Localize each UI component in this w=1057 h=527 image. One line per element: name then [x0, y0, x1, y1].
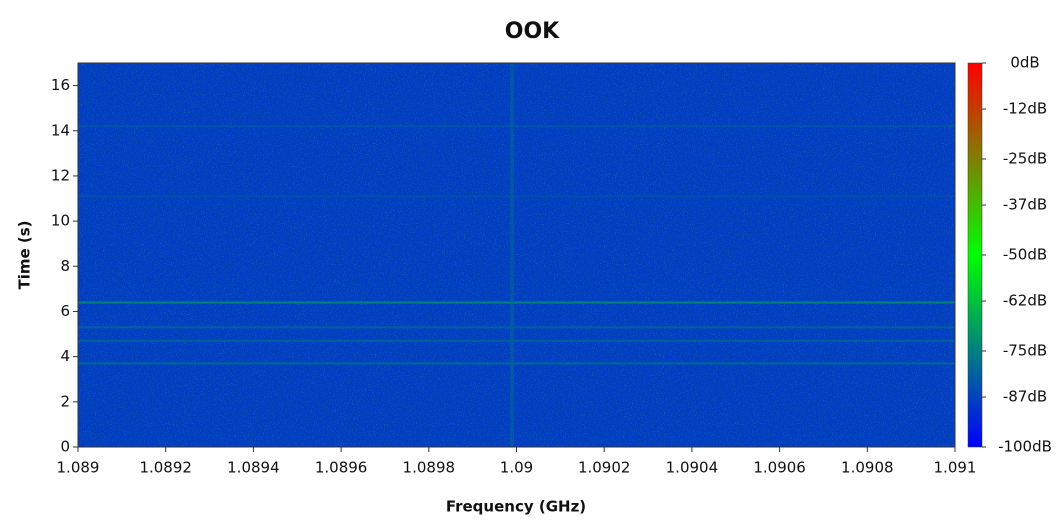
- signal-streak: [78, 195, 955, 197]
- colorbar: [968, 63, 982, 447]
- colorbar-tick-label: 0dB: [1010, 54, 1039, 72]
- signal-streak: [78, 301, 955, 303]
- y-tick-label: 2: [60, 392, 70, 410]
- x-tick-label: 1.0902: [578, 459, 631, 477]
- x-tick-label: 1.0904: [666, 459, 719, 477]
- colorbar-tick-label: -62dB: [1003, 292, 1047, 310]
- y-tick-label: 10: [51, 212, 70, 230]
- colorbar-tick-label: -12dB: [1003, 100, 1047, 118]
- y-tick-label: 0: [60, 438, 70, 456]
- chart-title: OOK: [505, 19, 560, 44]
- y-tick-label: 8: [60, 257, 70, 275]
- colorbar-tick-label: -75dB: [1003, 342, 1047, 360]
- colorbar-tick-label: -50dB: [1003, 246, 1047, 264]
- y-tick-label: 4: [60, 347, 70, 365]
- carrier-line: [510, 63, 514, 447]
- signal-streak: [78, 340, 955, 342]
- y-axis-label: Time (s): [16, 220, 34, 289]
- signal-streak: [78, 125, 955, 127]
- x-tick-label: 1.0898: [403, 459, 456, 477]
- signal-streak: [78, 326, 955, 328]
- x-tick-label: 1.091: [934, 459, 977, 477]
- colorbar-tick-label: -25dB: [1003, 150, 1047, 168]
- x-tick-label: 1.0906: [753, 459, 806, 477]
- x-tick-label: 1.0908: [841, 459, 894, 477]
- colorbar-tick-label: -87dB: [1003, 388, 1047, 406]
- signal-streak: [78, 362, 955, 364]
- y-tick-label: 16: [51, 76, 70, 94]
- x-tick-label: 1.0894: [227, 459, 280, 477]
- x-tick-label: 1.0896: [315, 459, 368, 477]
- x-tick-label: 1.09: [500, 459, 533, 477]
- chart: OOK Frequency (GHz) Time (s) 1.089 1.0892…: [0, 0, 1057, 523]
- x-axis-label: Frequency (GHz): [446, 498, 586, 516]
- colorbar-tick-label: -37dB: [1003, 196, 1047, 214]
- y-tick-label: 12: [51, 166, 70, 184]
- y-tick-label: 6: [60, 302, 70, 320]
- x-tick-label: 1.0892: [139, 459, 192, 477]
- y-tick-label: 14: [51, 121, 70, 139]
- colorbar-tick-label: -100dB: [998, 438, 1052, 456]
- noise-texture: [78, 63, 955, 447]
- x-tick-label: 1.089: [57, 459, 100, 477]
